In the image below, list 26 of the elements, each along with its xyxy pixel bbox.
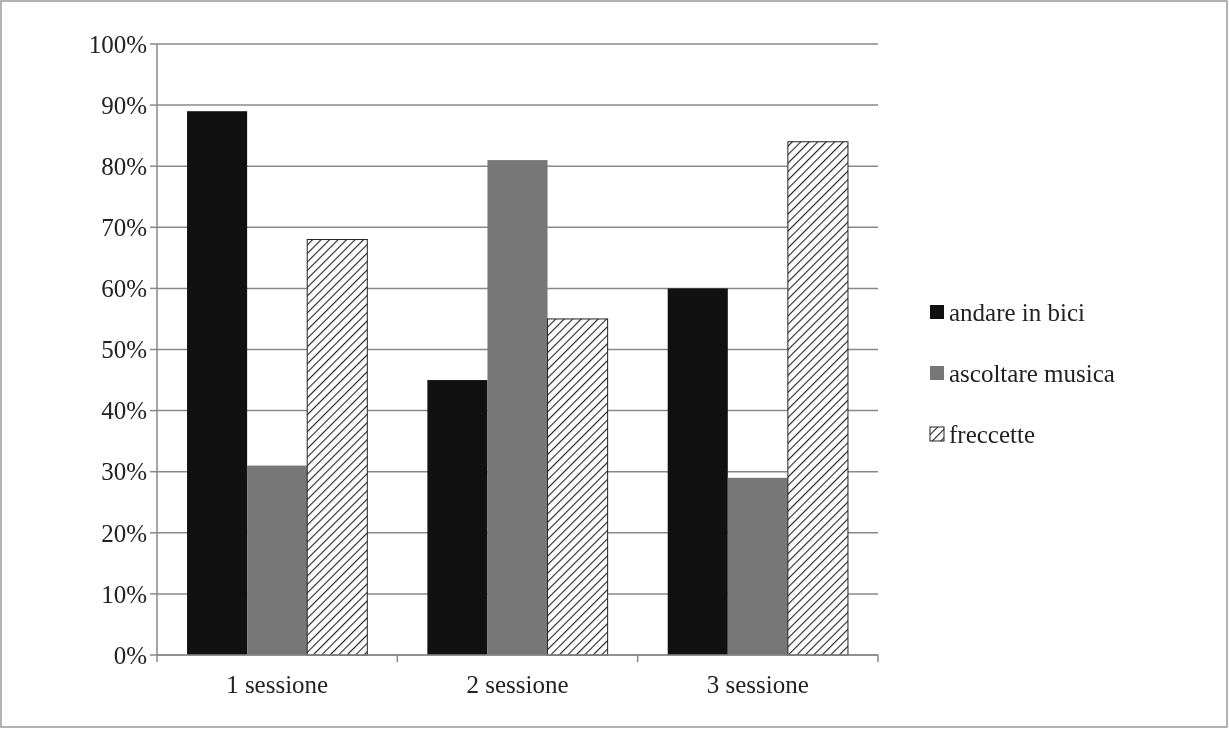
x-tick-label: 3 sessione [706,671,809,698]
x-tick-label: 1 sessione [226,671,329,698]
y-tick-label: 20% [101,519,147,547]
y-tick-label: 90% [101,91,147,119]
x-tick-label: 2 sessione [466,671,569,698]
y-tick-label: 70% [101,214,147,242]
y-tick-label: 10% [101,580,147,608]
y-tick-label: 30% [101,458,147,486]
y-tick-label: 0% [113,641,147,669]
bar [487,160,548,655]
bar [187,111,248,655]
bar [727,477,788,655]
legend-label: freccette [949,420,1036,448]
y-tick-label: 40% [101,397,147,425]
legend-label: ascoltare musica [949,359,1115,387]
bar [547,318,609,656]
bar [306,239,368,656]
legend-label: andare in bici [949,298,1086,326]
bar [667,288,728,655]
y-tick-label: 80% [101,152,147,180]
y-tick-label: 60% [101,275,147,303]
bar [427,380,488,655]
y-tick-label: 50% [101,336,147,364]
bar [787,141,849,656]
bar [247,465,308,655]
y-tick-label: 100% [88,30,147,58]
